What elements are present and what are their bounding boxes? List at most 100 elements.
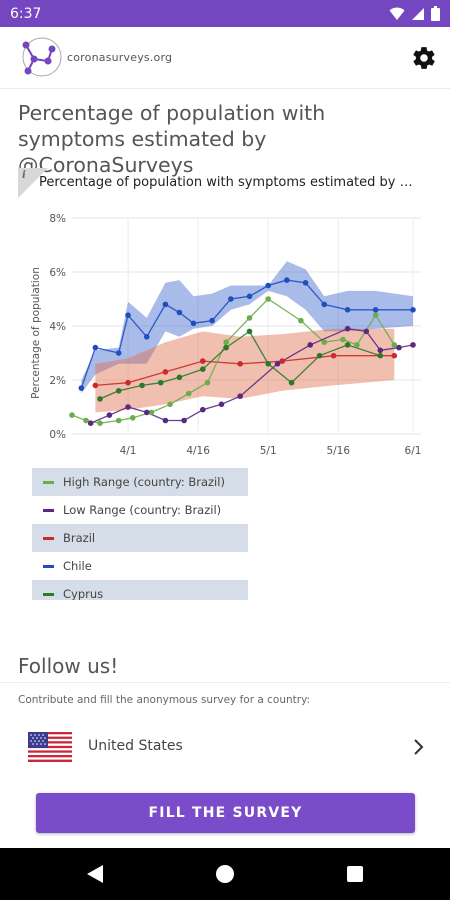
data-point[interactable] — [354, 342, 360, 348]
data-point[interactable] — [223, 339, 229, 345]
data-point[interactable] — [377, 347, 384, 354]
data-point[interactable] — [265, 361, 271, 367]
data-point[interactable] — [92, 344, 99, 351]
data-point[interactable] — [340, 336, 346, 343]
data-point[interactable] — [372, 307, 379, 313]
data-point[interactable] — [97, 396, 103, 402]
data-point[interactable] — [92, 382, 99, 389]
legend-item-low-range[interactable]: Low Range (country: Brazil) — [32, 496, 248, 524]
data-point[interactable] — [363, 328, 370, 335]
data-point[interactable] — [410, 342, 416, 348]
legend-item-chile[interactable]: Chile — [32, 552, 248, 580]
x-tick-label: 5/16 — [326, 445, 350, 457]
data-point[interactable] — [302, 280, 309, 286]
data-point[interactable] — [396, 344, 402, 351]
data-point[interactable] — [410, 307, 416, 313]
gear-icon[interactable] — [411, 45, 437, 71]
data-point[interactable] — [176, 309, 183, 316]
data-point[interactable] — [265, 282, 271, 289]
chart-card-title: Percentage of population with symptoms e… — [39, 175, 419, 190]
data-point[interactable] — [344, 307, 351, 313]
legend-item-cyprus[interactable]: Cyprus — [32, 580, 248, 600]
data-point[interactable] — [78, 385, 85, 391]
fill-survey-button[interactable]: FILL THE SURVEY — [36, 793, 415, 833]
data-point[interactable] — [288, 379, 295, 386]
data-point[interactable] — [129, 415, 136, 421]
data-point[interactable] — [246, 328, 253, 335]
data-point[interactable] — [185, 390, 192, 397]
data-point[interactable] — [228, 296, 234, 302]
legend-label: High Range (country: Brazil) — [63, 475, 225, 489]
legend-swatch — [43, 592, 54, 596]
card-corner — [18, 168, 48, 198]
y-tick-label: 2% — [49, 375, 66, 387]
data-point[interactable] — [115, 417, 122, 424]
legend-swatch — [43, 480, 54, 484]
info-icon[interactable]: i — [22, 170, 26, 181]
data-point[interactable] — [69, 412, 75, 418]
data-point[interactable] — [162, 417, 169, 424]
data-point[interactable] — [97, 420, 103, 426]
home-icon[interactable] — [216, 865, 234, 883]
data-point[interactable] — [237, 393, 243, 399]
data-point[interactable] — [125, 379, 131, 386]
data-point[interactable] — [344, 342, 351, 348]
network-logo-icon — [22, 37, 62, 77]
data-point[interactable] — [279, 358, 286, 364]
data-point[interactable] — [372, 312, 379, 318]
data-point[interactable] — [298, 317, 304, 324]
symptoms-chart[interactable]: 4/1 4/16 5/1 5/16 6/1 0% 2% 4% 6% 8% Percentage … — [18, 206, 432, 461]
data-point[interactable] — [391, 342, 398, 348]
data-point[interactable] — [223, 344, 229, 351]
data-point[interactable] — [139, 382, 145, 389]
data-point[interactable] — [307, 342, 314, 348]
data-point[interactable] — [148, 409, 155, 416]
data-point[interactable] — [162, 301, 169, 308]
data-point[interactable] — [199, 366, 206, 372]
data-point[interactable] — [246, 315, 253, 321]
data-point[interactable] — [199, 358, 206, 364]
data-point[interactable] — [316, 352, 323, 359]
status-bar: 6:37 — [0, 0, 450, 27]
data-point[interactable] — [391, 352, 398, 359]
data-point[interactable] — [181, 417, 187, 424]
back-icon[interactable] — [86, 864, 104, 884]
data-point[interactable] — [157, 379, 164, 386]
data-point[interactable] — [143, 409, 150, 416]
data-point[interactable] — [125, 312, 131, 318]
data-point[interactable] — [167, 401, 173, 408]
recent-apps-icon[interactable] — [347, 866, 363, 882]
data-point[interactable] — [190, 320, 197, 327]
data-point[interactable] — [344, 325, 351, 332]
data-point[interactable] — [274, 361, 281, 367]
data-point[interactable] — [115, 388, 122, 394]
data-point[interactable] — [377, 352, 384, 359]
x-tick-label: 5/1 — [260, 445, 277, 457]
us-flag-icon — [28, 732, 72, 762]
data-point[interactable] — [330, 352, 337, 359]
data-point[interactable] — [125, 404, 131, 410]
status-icons — [389, 6, 440, 21]
data-point[interactable] — [83, 417, 89, 424]
data-point[interactable] — [209, 317, 215, 324]
chevron-right-icon — [414, 739, 424, 755]
data-point[interactable] — [199, 406, 206, 413]
data-point[interactable] — [204, 379, 211, 386]
data-point[interactable] — [87, 420, 94, 426]
data-point[interactable] — [106, 412, 113, 418]
country-selector[interactable]: United States — [0, 722, 450, 772]
data-point[interactable] — [143, 334, 150, 340]
legend-item-brazil[interactable]: Brazil — [32, 524, 248, 552]
coronasurveys-logo — [18, 35, 64, 84]
data-point[interactable] — [115, 350, 122, 356]
legend-item-high-range[interactable]: High Range (country: Brazil) — [32, 468, 248, 496]
data-point[interactable] — [176, 374, 183, 381]
data-point[interactable] — [246, 293, 253, 300]
data-point[interactable] — [321, 301, 328, 308]
data-point[interactable] — [218, 401, 225, 408]
data-point[interactable] — [321, 339, 328, 345]
data-point[interactable] — [284, 277, 290, 283]
data-point[interactable] — [237, 361, 243, 367]
data-point[interactable] — [162, 369, 169, 375]
data-point[interactable] — [265, 296, 271, 302]
